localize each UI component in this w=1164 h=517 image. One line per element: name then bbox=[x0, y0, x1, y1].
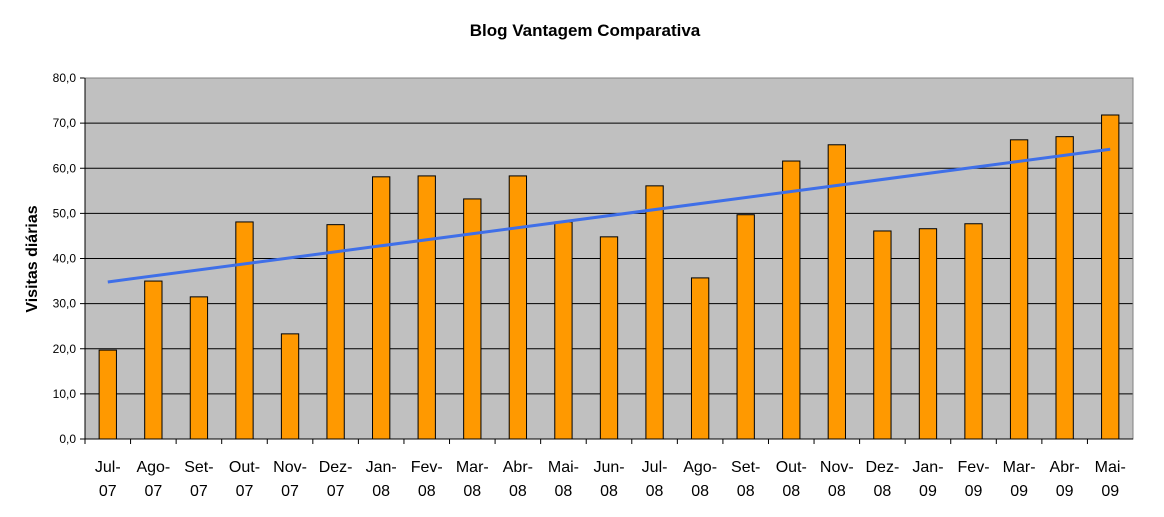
x-tick-label: Mai- bbox=[548, 459, 579, 476]
x-tick-label: 08 bbox=[782, 483, 800, 500]
x-tick-label: Abr- bbox=[503, 459, 533, 476]
x-tick-label: 08 bbox=[509, 483, 527, 500]
x-tick-label: Nov- bbox=[273, 459, 307, 476]
bar bbox=[736, 214, 755, 440]
bar bbox=[782, 160, 801, 440]
x-tick-label: Out- bbox=[776, 459, 807, 476]
x-tick-label: Jan- bbox=[366, 459, 397, 476]
y-axis-label: Visitas diárias bbox=[24, 205, 41, 312]
x-tick-label: Jul- bbox=[642, 459, 668, 476]
bar bbox=[599, 236, 619, 440]
bar bbox=[280, 333, 300, 440]
bar bbox=[1055, 136, 1074, 440]
x-tick-label: 08 bbox=[691, 483, 709, 500]
x-tick-label: 07 bbox=[327, 483, 345, 500]
trendline bbox=[107, 147, 1111, 284]
x-tick-label: 07 bbox=[236, 483, 254, 500]
x-tick-label: Set- bbox=[731, 459, 760, 476]
bar bbox=[554, 221, 573, 440]
x-tick-label: 09 bbox=[919, 483, 937, 500]
bar bbox=[508, 175, 528, 440]
bar bbox=[1101, 114, 1120, 440]
x-tick-label: Dez- bbox=[866, 459, 900, 476]
x-tick-label: Dez- bbox=[319, 459, 353, 476]
x-tick-label: 08 bbox=[463, 483, 481, 500]
x-tick-label: Mar- bbox=[1003, 459, 1036, 476]
y-tick-label: 70,0 bbox=[53, 116, 77, 130]
x-tick-label: Ago- bbox=[683, 459, 717, 476]
y-tick-label: 40,0 bbox=[53, 252, 77, 266]
bar bbox=[326, 224, 345, 440]
x-tick-label: 09 bbox=[1010, 483, 1028, 500]
y-tick-label: 80,0 bbox=[53, 71, 77, 85]
x-tick-label: Nov- bbox=[820, 459, 854, 476]
bar bbox=[690, 277, 710, 440]
x-tick-label: 08 bbox=[555, 483, 573, 500]
x-tick-label: Jul- bbox=[95, 459, 121, 476]
x-tick-label: 08 bbox=[828, 483, 846, 500]
bar bbox=[918, 228, 938, 440]
x-tick-label: 07 bbox=[190, 483, 208, 500]
x-tick-label: 08 bbox=[737, 483, 755, 500]
x-tick-label: Mar- bbox=[456, 459, 489, 476]
bar bbox=[235, 221, 254, 440]
x-tick-label: 09 bbox=[1101, 483, 1119, 500]
x-tick-label: 07 bbox=[144, 483, 162, 500]
bar bbox=[98, 349, 117, 440]
bar bbox=[645, 185, 664, 440]
x-tick-label: Jan- bbox=[912, 459, 943, 476]
x-tick-label: 09 bbox=[965, 483, 983, 500]
y-tick-label: 30,0 bbox=[53, 297, 77, 311]
y-tick-label: 0,0 bbox=[59, 432, 76, 446]
x-tick-label: Mai- bbox=[1095, 459, 1126, 476]
bar bbox=[1009, 139, 1029, 440]
x-tick-label: Set- bbox=[184, 459, 213, 476]
x-tick-label: 07 bbox=[99, 483, 117, 500]
x-tick-label: Jun- bbox=[593, 459, 624, 476]
y-tick-label: 60,0 bbox=[53, 161, 77, 175]
bar bbox=[964, 223, 983, 440]
bar bbox=[189, 296, 209, 440]
x-tick-label: 08 bbox=[372, 483, 390, 500]
y-tick-label: 50,0 bbox=[53, 206, 77, 220]
x-tick-label: 08 bbox=[600, 483, 618, 500]
y-tick-label: 20,0 bbox=[53, 342, 77, 356]
bar bbox=[144, 280, 163, 440]
bar bbox=[873, 230, 892, 440]
y-tick-label: 10,0 bbox=[53, 387, 77, 401]
bar bbox=[372, 176, 391, 440]
x-tick-label: 08 bbox=[873, 483, 891, 500]
bar bbox=[417, 175, 436, 440]
chart-title: Blog Vantagem Comparativa bbox=[470, 21, 701, 40]
x-tick-label: Fev- bbox=[411, 459, 443, 476]
x-tick-label: Fev- bbox=[958, 459, 990, 476]
x-tick-label: Abr- bbox=[1050, 459, 1080, 476]
bar bbox=[827, 144, 846, 440]
x-tick-label: Out- bbox=[229, 459, 260, 476]
x-tick-label: Ago- bbox=[136, 459, 170, 476]
x-tick-label: 07 bbox=[281, 483, 299, 500]
x-tick-label: 09 bbox=[1056, 483, 1074, 500]
x-tick-label: 08 bbox=[418, 483, 436, 500]
x-tick-label: 08 bbox=[646, 483, 664, 500]
